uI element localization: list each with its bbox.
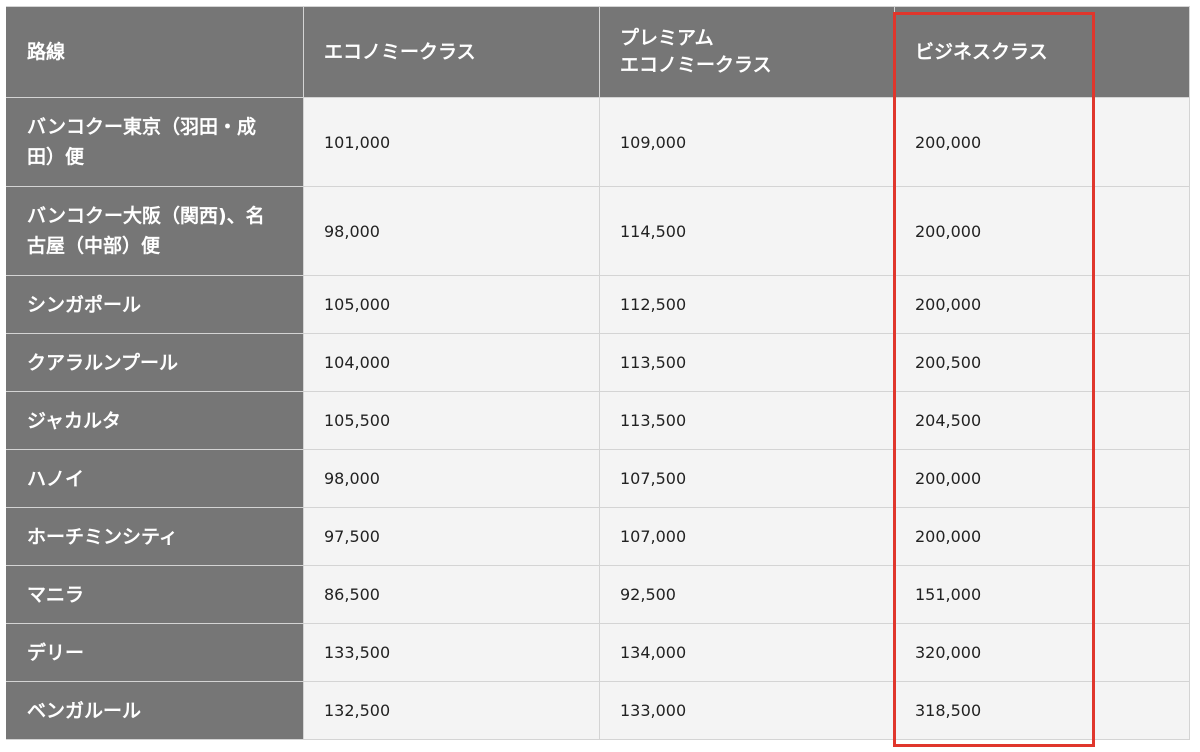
- row-route-cell: バンコクー大阪（関西)、名古屋（中部）便: [6, 186, 304, 276]
- business-cell: 151,000: [894, 565, 1190, 624]
- table-row: ハノイ 98,000 107,500 200,000: [6, 449, 1190, 508]
- table-row: シンガポール 105,000 112,500 200,000: [6, 275, 1190, 334]
- table-row: バンコクー東京（羽田・成田）便 101,000 109,000 200,000: [6, 97, 1190, 187]
- economy-cell: 132,500: [303, 681, 600, 740]
- row-route-cell: マニラ: [6, 565, 304, 624]
- header-business: ビジネスクラス: [894, 6, 1190, 98]
- row-route-cell: デリー: [6, 623, 304, 682]
- economy-cell: 133,500: [303, 623, 600, 682]
- header-premium-economy: プレミアム エコノミークラス: [599, 6, 895, 98]
- business-cell: 318,500: [894, 681, 1190, 740]
- table-row: クアラルンプール 104,000 113,500 200,500: [6, 333, 1190, 392]
- business-cell: 200,000: [894, 275, 1190, 334]
- premium-economy-cell: 113,500: [599, 391, 895, 450]
- economy-cell: 98,000: [303, 449, 600, 508]
- fare-table-container: 路線 エコノミークラス プレミアム エコノミークラス ビジネスクラス バンコクー…: [6, 6, 1190, 740]
- business-cell: 204,500: [894, 391, 1190, 450]
- economy-cell: 105,000: [303, 275, 600, 334]
- premium-economy-cell: 107,500: [599, 449, 895, 508]
- business-cell: 200,500: [894, 333, 1190, 392]
- table-header-row: 路線 エコノミークラス プレミアム エコノミークラス ビジネスクラス: [6, 6, 1190, 98]
- row-route-cell: シンガポール: [6, 275, 304, 334]
- premium-economy-cell: 114,500: [599, 186, 895, 276]
- header-economy: エコノミークラス: [303, 6, 600, 98]
- business-cell: 200,000: [894, 449, 1190, 508]
- economy-cell: 98,000: [303, 186, 600, 276]
- business-cell: 320,000: [894, 623, 1190, 682]
- premium-economy-cell: 112,500: [599, 275, 895, 334]
- business-cell: 200,000: [894, 97, 1190, 187]
- premium-economy-cell: 92,500: [599, 565, 895, 624]
- table-row: ベンガルール 132,500 133,000 318,500: [6, 681, 1190, 740]
- business-cell: 200,000: [894, 186, 1190, 276]
- premium-economy-cell: 134,000: [599, 623, 895, 682]
- row-route-cell: ホーチミンシティ: [6, 507, 304, 566]
- premium-economy-cell: 133,000: [599, 681, 895, 740]
- fare-table: 路線 エコノミークラス プレミアム エコノミークラス ビジネスクラス バンコクー…: [6, 6, 1190, 740]
- row-route-cell: ベンガルール: [6, 681, 304, 740]
- table-row: ホーチミンシティ 97,500 107,000 200,000: [6, 507, 1190, 566]
- economy-cell: 104,000: [303, 333, 600, 392]
- table-row: バンコクー大阪（関西)、名古屋（中部）便 98,000 114,500 200,…: [6, 186, 1190, 276]
- economy-cell: 105,500: [303, 391, 600, 450]
- table-row: ジャカルタ 105,500 113,500 204,500: [6, 391, 1190, 450]
- economy-cell: 97,500: [303, 507, 600, 566]
- premium-economy-cell: 113,500: [599, 333, 895, 392]
- header-route: 路線: [6, 6, 304, 98]
- row-route-cell: ジャカルタ: [6, 391, 304, 450]
- row-route-cell: バンコクー東京（羽田・成田）便: [6, 97, 304, 187]
- row-route-cell: ハノイ: [6, 449, 304, 508]
- economy-cell: 101,000: [303, 97, 600, 187]
- table-row: マニラ 86,500 92,500 151,000: [6, 565, 1190, 624]
- premium-economy-cell: 109,000: [599, 97, 895, 187]
- business-cell: 200,000: [894, 507, 1190, 566]
- row-route-cell: クアラルンプール: [6, 333, 304, 392]
- premium-economy-cell: 107,000: [599, 507, 895, 566]
- table-row: デリー 133,500 134,000 320,000: [6, 623, 1190, 682]
- economy-cell: 86,500: [303, 565, 600, 624]
